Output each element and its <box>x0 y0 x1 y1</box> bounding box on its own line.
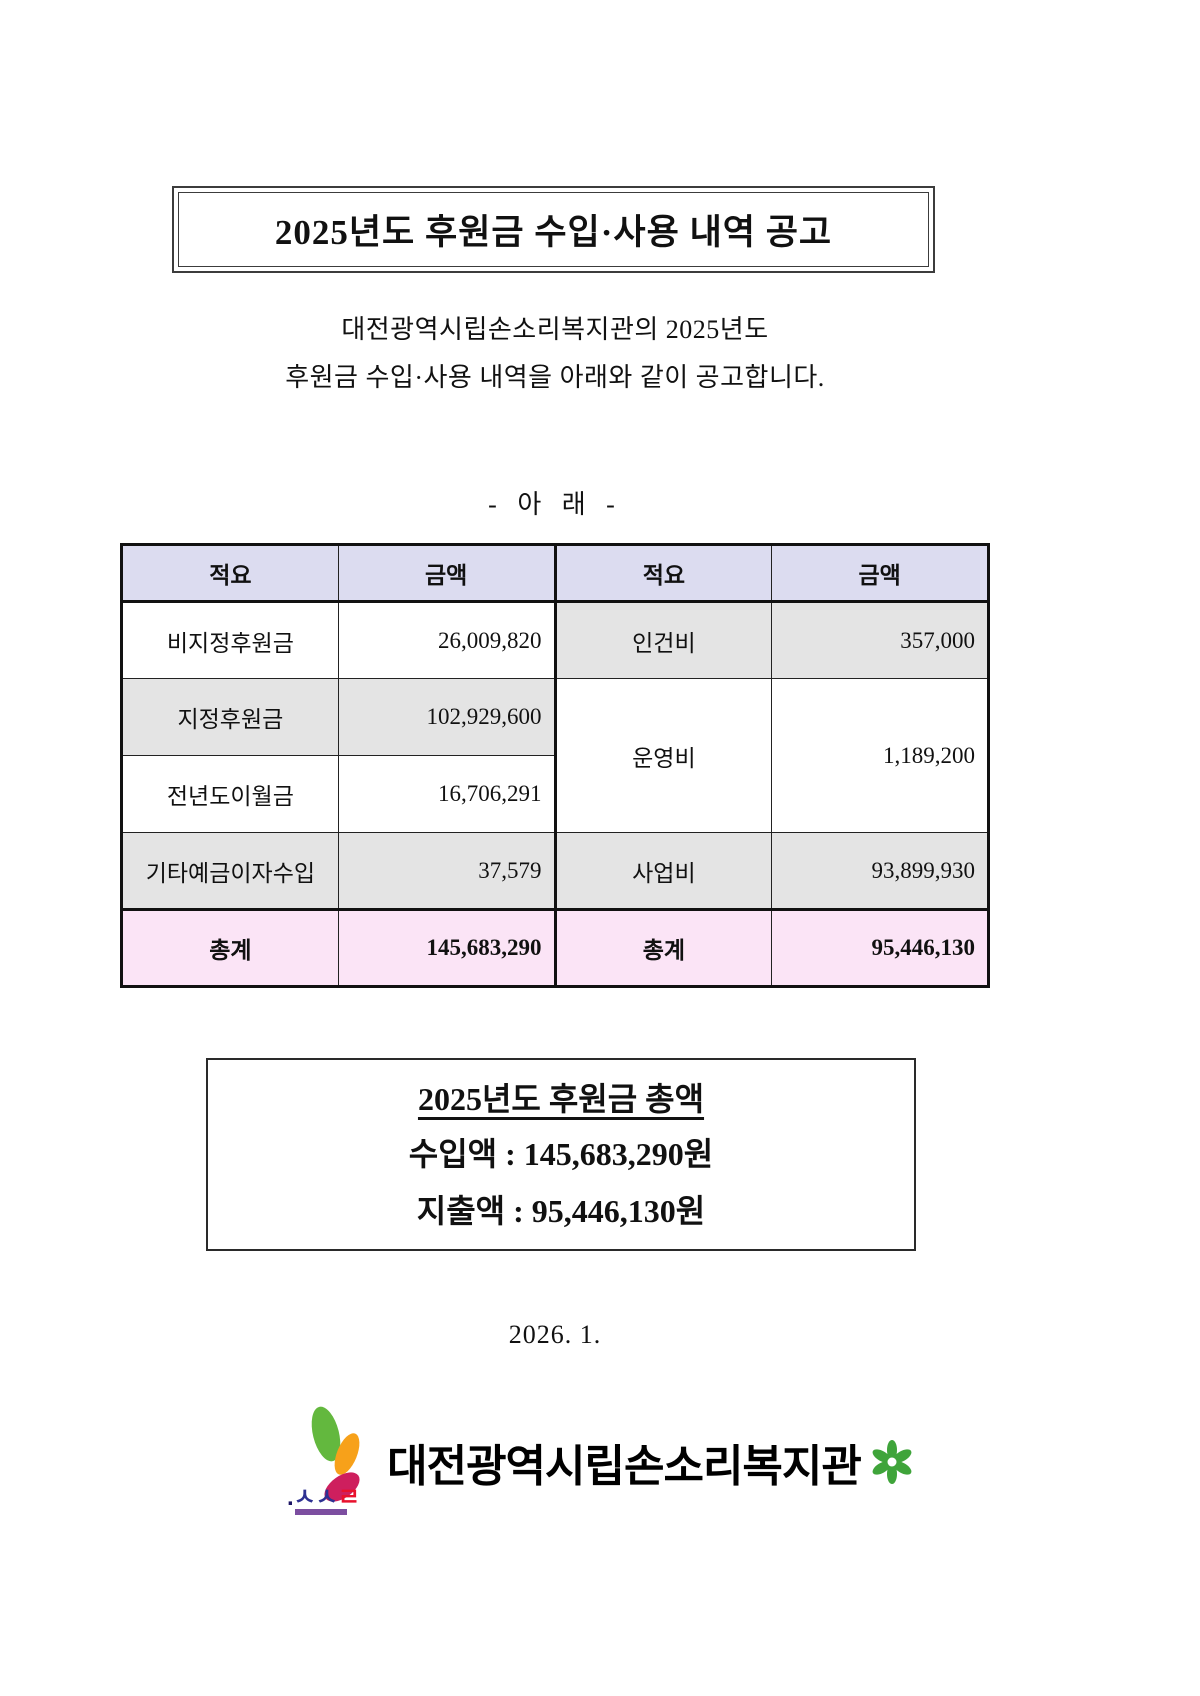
logo-mark-text: .ㅅㅅㄹ <box>287 1484 360 1511</box>
expense-amount-cell-merged: 1,189,200 <box>771 678 989 833</box>
title-box-inner-border: 2025년도 후원금 수입·사용 내역 공고 <box>178 192 929 267</box>
page-title: 2025년도 후원금 수입·사용 내역 공고 <box>274 213 833 252</box>
table-row: 전년도이월금 16,706,291 <box>121 755 989 833</box>
summary-expense-line: 지출액 : 95,446,130원 <box>416 1193 706 1229</box>
org-name: 대전광역시립손소리복지관 <box>387 1442 862 1491</box>
intro-line-2: 후원금 수입·사용 내역을 아래와 같이 공고합니다. <box>285 363 825 392</box>
donation-table-body: 비지정후원금 26,009,820 인건비 357,000 지정후원금 102,… <box>121 601 989 987</box>
income-label-cell: 비지정후원금 <box>121 601 339 679</box>
summary-title: 2025년도 후원금 총액 <box>417 1081 705 1117</box>
income-amount-cell: 16,706,291 <box>337 755 557 833</box>
intro-line-1: 대전광역시립손소리복지관의 2025년도 <box>341 315 769 344</box>
table-total-row: 총계 145,683,290 총계 95,446,130 <box>121 908 989 987</box>
header-expense-amount: 금액 <box>771 544 989 603</box>
donation-table: 적요 금액 적요 금액 비지정후원금 26,009,820 인건비 357,00… <box>120 543 990 988</box>
purple-underline-mark <box>295 1509 348 1515</box>
income-amount-cell: 102,929,600 <box>337 678 557 756</box>
flower-icon <box>872 1440 912 1484</box>
income-amount-cell: 37,579 <box>337 832 557 910</box>
expense-total-label: 총계 <box>554 908 773 987</box>
expense-label-cell: 사업비 <box>554 832 773 910</box>
table-row: 지정후원금 102,929,600 운영비 1,189,200 <box>121 678 989 833</box>
expense-label-cell-merged: 운영비 <box>554 678 773 833</box>
intro-paragraph: 대전광역시립손소리복지관의 2025년도 후원금 수입·사용 내역을 아래와 같… <box>120 306 990 402</box>
table-row: 비지정후원금 26,009,820 인건비 357,000 <box>121 601 989 679</box>
summary-income-line: 수입액 : 145,683,290원 <box>408 1136 714 1172</box>
income-label-cell: 전년도이월금 <box>121 755 339 833</box>
magenta-petal-icon <box>324 1472 360 1502</box>
orange-leaf-icon <box>334 1433 360 1475</box>
income-label-cell: 지정후원금 <box>121 678 339 756</box>
header-income-desc: 적요 <box>121 544 339 603</box>
footer-logo: .ㅅㅅㄹ 대전광역시립손소리복지관 <box>0 1392 1200 1532</box>
header-expense-desc: 적요 <box>554 544 773 603</box>
below-marker: - 아 래 - <box>488 490 622 519</box>
notice-date: 2026. 1. <box>508 1320 602 1349</box>
green-leaf-icon <box>311 1406 341 1462</box>
expense-label-cell: 인건비 <box>554 601 773 679</box>
title-box: 2025년도 후원금 수입·사용 내역 공고 <box>172 186 935 273</box>
expense-total-amount: 95,446,130 <box>771 908 989 987</box>
table-header-row: 적요 금액 적요 금액 <box>121 544 989 603</box>
header-income-amount: 금액 <box>337 544 557 603</box>
summary-box: 2025년도 후원금 총액 수입액 : 145,683,290원 지출액 : 9… <box>206 1058 916 1251</box>
income-total-label: 총계 <box>121 908 339 987</box>
expense-amount-cell: 357,000 <box>771 601 989 679</box>
income-amount-cell: 26,009,820 <box>337 601 557 679</box>
income-total-amount: 145,683,290 <box>337 908 557 987</box>
donation-table-head: 적요 금액 적요 금액 <box>121 544 989 603</box>
expense-amount-cell: 93,899,930 <box>771 832 989 910</box>
logo-mark: .ㅅㅅㄹ <box>287 1406 360 1515</box>
table-row: 기타예금이자수입 37,579 사업비 93,899,930 <box>121 832 989 910</box>
income-label-cell: 기타예금이자수입 <box>121 832 339 910</box>
